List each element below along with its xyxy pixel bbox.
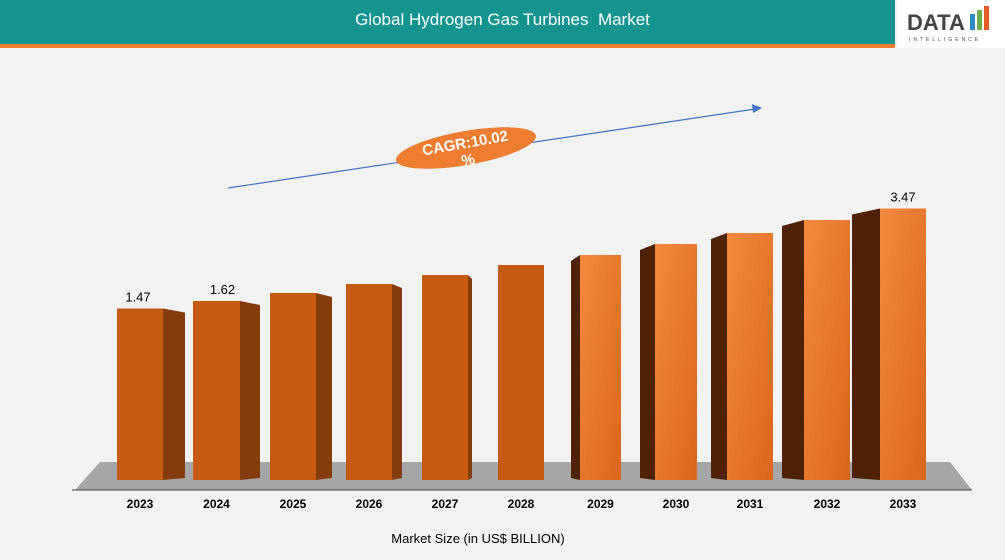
data-label: 1.62 [210, 282, 235, 297]
x-tick-label: 2026 [356, 497, 383, 511]
data-label: 1.47 [125, 290, 150, 305]
bar-2029 [580, 255, 621, 480]
bar-2031 [727, 233, 773, 480]
bar-side [571, 255, 580, 480]
bar-side [240, 301, 260, 480]
x-tick-label: 2027 [432, 497, 459, 511]
bar-side [316, 293, 332, 480]
x-tick-label: 2024 [203, 497, 230, 511]
cagr-badge [396, 127, 536, 169]
logo-icon: DATA INTELLIGENCE [907, 6, 989, 43]
x-tick-label: 2033 [890, 497, 917, 511]
title-bar [0, 0, 895, 48]
bar-2027 [422, 275, 468, 480]
x-tick-label: 2031 [737, 497, 764, 511]
bar-side [782, 220, 804, 480]
bar-side [711, 233, 727, 480]
cagr-arrowhead [752, 104, 762, 113]
bar-side [163, 308, 185, 480]
x-tick-label: 2028 [508, 497, 535, 511]
bar-side [468, 275, 472, 480]
bar-side [392, 284, 402, 480]
bar-side [852, 208, 880, 480]
bar-2024 [193, 301, 240, 480]
bar-2026 [346, 284, 392, 480]
svg-text:INTELLIGENCE: INTELLIGENCE [909, 37, 981, 43]
bar-2033 [880, 208, 926, 480]
bar-2030 [655, 244, 697, 480]
bar-2023 [117, 308, 163, 480]
x-tick-label: 2030 [663, 497, 690, 511]
chart-title: Global Hydrogen Gas Turbines Market [355, 10, 650, 29]
x-tick-label: 2032 [814, 497, 841, 511]
bar-2025 [270, 293, 316, 480]
bar-2028 [498, 265, 544, 480]
x-tick-label: 2023 [127, 497, 154, 511]
x-tick-label: 2025 [280, 497, 307, 511]
logo: DATA INTELLIGENCE [897, 0, 1005, 48]
bar-side [640, 244, 655, 480]
x-axis-title: Market Size (in US$ BILLION) [391, 531, 564, 546]
x-tick-label: 2029 [587, 497, 614, 511]
data-label: 3.47 [890, 190, 915, 205]
bar-2032 [804, 220, 850, 480]
svg-text:DATA: DATA [907, 10, 965, 35]
